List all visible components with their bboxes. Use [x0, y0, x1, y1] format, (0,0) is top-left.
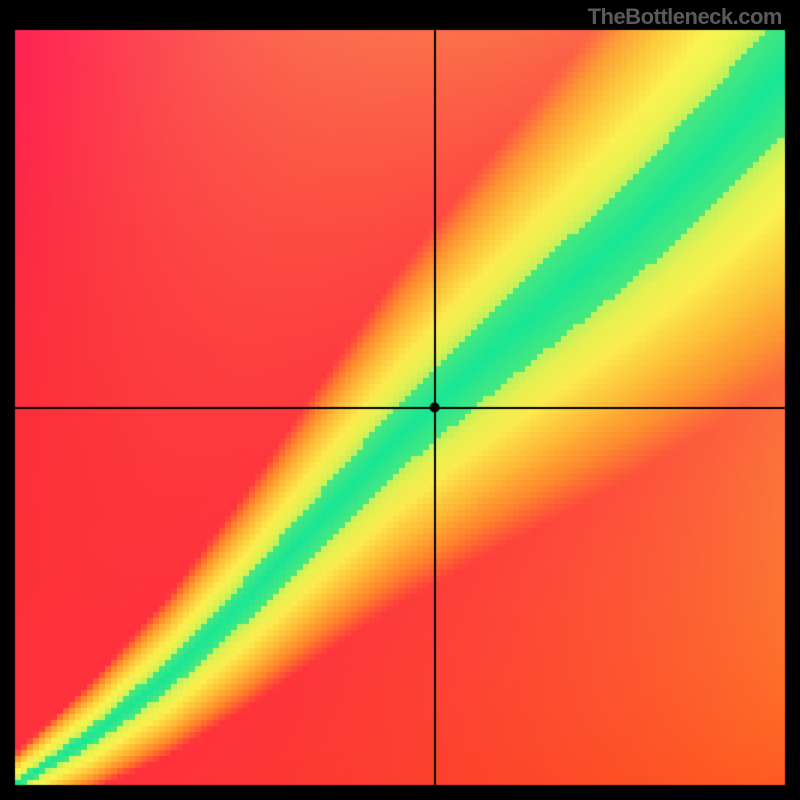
chart-container: TheBottleneck.com — [0, 0, 800, 800]
crosshair-overlay — [0, 0, 800, 800]
watermark-text: TheBottleneck.com — [588, 4, 782, 30]
